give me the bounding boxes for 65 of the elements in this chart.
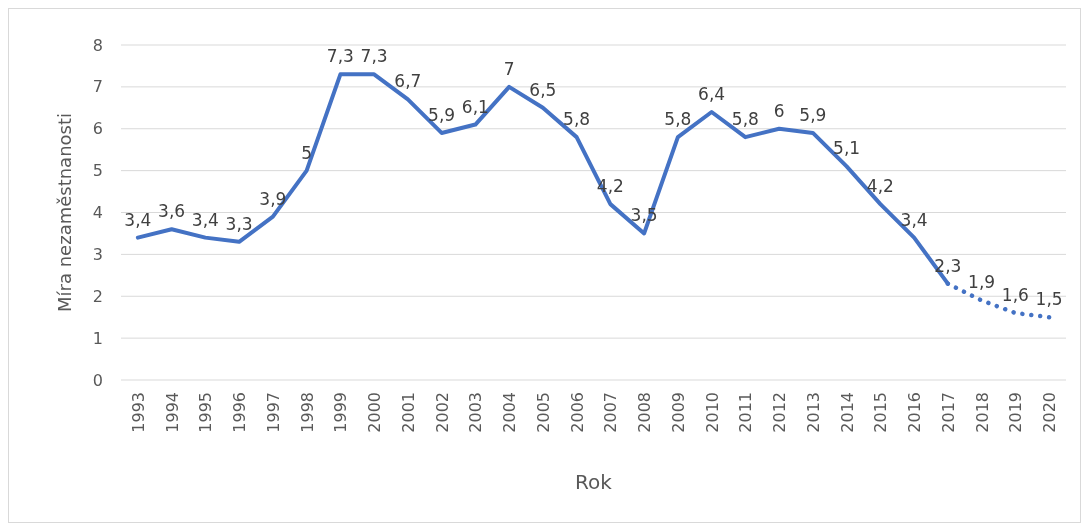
- x-tick-label: 1995: [196, 392, 216, 433]
- data-label: 6,5: [529, 79, 557, 100]
- x-tick-label: 2001: [398, 392, 418, 433]
- x-axis-title: Rok: [575, 470, 613, 494]
- y-tick-label: 7: [92, 77, 103, 97]
- x-tick-label: 1998: [297, 392, 317, 433]
- data-label: 5,8: [731, 109, 759, 130]
- data-label: 5,9: [428, 104, 456, 125]
- y-tick-label: 6: [92, 119, 103, 139]
- x-tick-label: 2000: [365, 392, 385, 433]
- data-label: 3,4: [191, 209, 219, 230]
- x-tick-label: 2019: [1006, 392, 1026, 433]
- y-tick-label: 3: [92, 244, 103, 264]
- data-label: 4,2: [866, 176, 894, 197]
- x-tick-label: 1993: [128, 392, 148, 433]
- x-tick-label: 1994: [162, 392, 182, 433]
- x-tick-label: 2017: [938, 392, 958, 433]
- y-tick-label: 0: [92, 370, 103, 390]
- data-label: 6,1: [461, 96, 489, 117]
- x-tick-label: 2011: [736, 392, 756, 433]
- data-label: 3,6: [158, 201, 186, 222]
- y-tick-label: 5: [92, 161, 103, 181]
- x-tick-label: 1997: [263, 392, 283, 433]
- data-label: 3,9: [259, 188, 287, 209]
- y-tick-label: 1: [92, 328, 103, 348]
- x-tick-label: 2012: [770, 392, 790, 433]
- data-label: 6,4: [698, 84, 726, 104]
- x-tick-label: 2005: [533, 392, 553, 433]
- data-label: 5: [301, 142, 313, 163]
- data-label: 5,1: [833, 138, 861, 159]
- data-label: 5,9: [799, 104, 827, 125]
- x-tick-label: 2014: [837, 392, 857, 433]
- x-tick-label: 1999: [331, 392, 351, 433]
- x-tick-label: 2013: [803, 392, 823, 433]
- x-tick-label: 2018: [972, 392, 992, 433]
- data-label: 3,4: [124, 209, 152, 230]
- data-label: 5,8: [563, 109, 591, 130]
- data-label: 2,3: [934, 255, 962, 276]
- data-label: 3,4: [900, 209, 928, 230]
- x-tick-label: 2016: [905, 392, 925, 433]
- x-tick-label: 2007: [601, 392, 621, 433]
- y-tick-label: 2: [92, 286, 103, 306]
- data-label: 7,3: [326, 46, 354, 67]
- y-tick-label: 4: [92, 203, 103, 223]
- data-label: 3,3: [225, 213, 253, 234]
- x-tick-label: 1996: [230, 392, 250, 433]
- data-label: 1,5: [1035, 289, 1063, 310]
- x-tick-label: 2010: [702, 392, 722, 433]
- data-label: 1,9: [968, 272, 996, 293]
- x-tick-label: 2006: [567, 392, 587, 433]
- data-label: 6,7: [394, 71, 422, 92]
- data-label: 7,3: [360, 46, 388, 67]
- y-tick-label: 8: [92, 35, 103, 55]
- x-tick-label: 2004: [500, 392, 520, 433]
- x-tick-label: 2003: [466, 392, 486, 433]
- y-axis-title: Míra nezaměstnanosti: [54, 113, 75, 312]
- x-tick-label: 2002: [432, 392, 452, 433]
- data-label: 7: [503, 58, 515, 79]
- data-label: 1,6: [1001, 285, 1029, 305]
- x-tick-label: 2020: [1040, 392, 1060, 433]
- data-label: 6: [773, 100, 785, 121]
- x-tick-label: 2015: [871, 392, 891, 433]
- x-tick-label: 2008: [635, 392, 655, 433]
- x-tick-label: 2009: [668, 392, 688, 433]
- data-label: 5,8: [664, 109, 692, 130]
